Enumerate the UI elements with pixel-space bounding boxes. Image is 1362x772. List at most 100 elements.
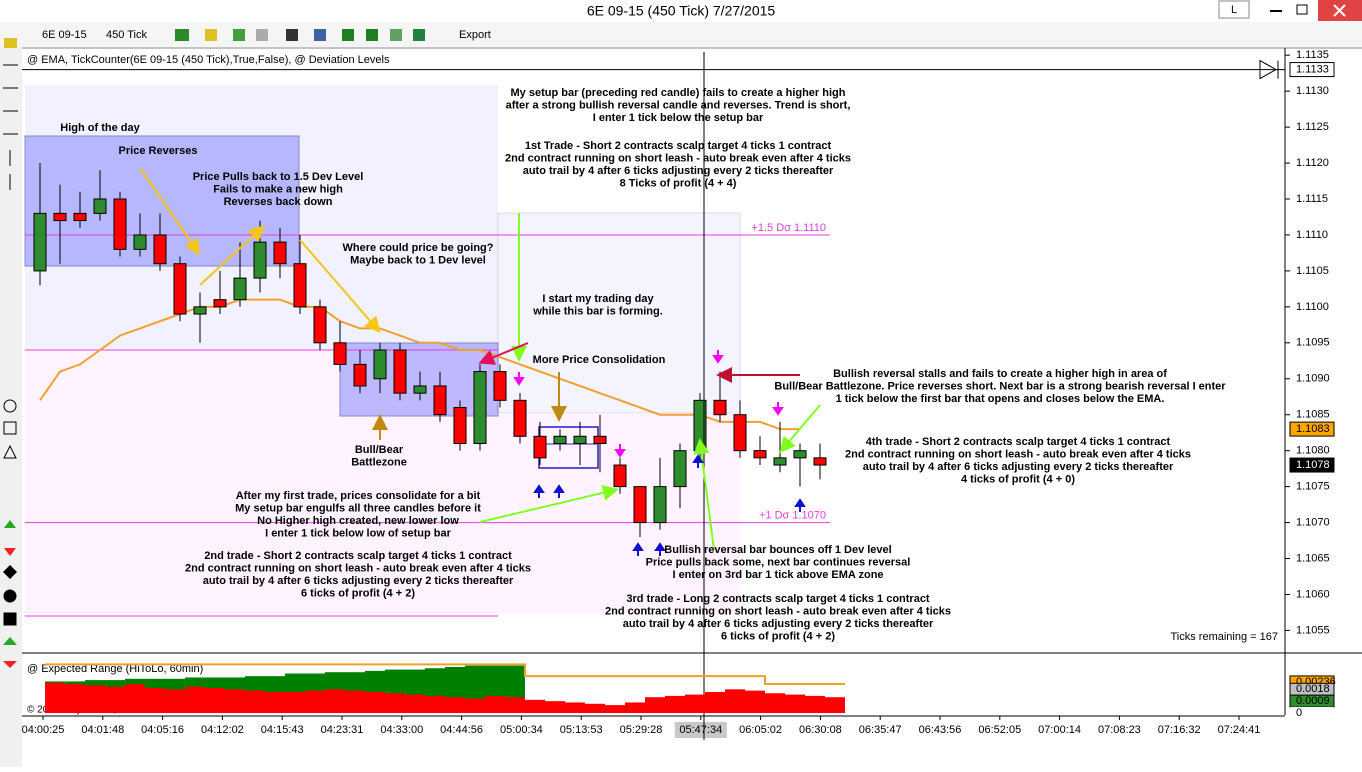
- annotation-arrow: [479, 484, 619, 523]
- lower-title: @ Expected Range (HiToLo, 60min): [27, 663, 203, 675]
- annotation: Reverses back down: [224, 196, 333, 208]
- candle-body: [653, 486, 667, 524]
- candle-body: [233, 277, 247, 301]
- candle-body: [73, 212, 87, 222]
- range-bar-red: [385, 693, 405, 713]
- candle-body: [333, 342, 347, 365]
- annotation: auto trail by 4 after 6 ticks adjusting …: [203, 575, 514, 587]
- range-bar-red: [345, 690, 365, 713]
- candle-body: [553, 435, 567, 444]
- x-tick-label: 06:43:56: [919, 724, 962, 736]
- annotation: 2nd contract running on short leash - au…: [845, 448, 1191, 460]
- range-bar-red: [805, 695, 825, 713]
- entry-marker: [553, 484, 565, 498]
- annotation: I enter 1 tick below low of setup bar: [265, 527, 452, 539]
- price-marker: [1289, 421, 1335, 437]
- annotation: 4 ticks of profit (4 + 0): [961, 473, 1075, 485]
- y-tick-label: 1.1080: [1296, 445, 1330, 457]
- restore[interactable]: [1296, 4, 1308, 15]
- range-bar-red: [405, 694, 425, 713]
- y-tick-label: 1.1135: [1296, 49, 1329, 61]
- price-marker-label: 1.1133: [1296, 63, 1329, 75]
- y-tick-label: 1.1075: [1296, 481, 1330, 493]
- range-bar-red: [45, 682, 65, 713]
- range-bar-red: [305, 690, 325, 713]
- toolbar-icons: [175, 29, 425, 41]
- x-tick-label: 04:12:02: [201, 724, 244, 736]
- expected-range-line: [45, 663, 845, 686]
- annotation: Battlezone: [351, 456, 407, 468]
- annotation: Where could price be going?: [343, 242, 494, 254]
- y-tick-label: 1.1100: [1296, 301, 1329, 313]
- export[interactable]: Export: [459, 29, 491, 41]
- x-tick-label: 06:35:47: [859, 724, 902, 736]
- annotation: 2nd trade - Short 2 contracts scalp targ…: [204, 550, 512, 562]
- y-tick-label: 1.1085: [1296, 409, 1330, 421]
- y-tick-label: 1.1055: [1296, 624, 1330, 636]
- close-icon: [1333, 4, 1346, 17]
- annotation: 2nd contract running on short leash - au…: [605, 605, 951, 617]
- annotation: Bull/Bear Battlezone. Price reverses sho…: [774, 380, 1226, 392]
- range-bar-red: [125, 684, 145, 713]
- range-bar-red: [745, 690, 765, 713]
- candle-body: [793, 450, 807, 459]
- x-tick-label: 07:08:23: [1098, 724, 1141, 736]
- x-tick-label: 07:24:41: [1218, 724, 1261, 736]
- y-tick-label: 1.1090: [1296, 373, 1330, 385]
- x-tick-label: 04:15:43: [261, 724, 304, 736]
- candle-body: [473, 371, 487, 444]
- range-bar-red: [165, 689, 185, 713]
- link-button[interactable]: [1218, 0, 1250, 19]
- x-tick-label: 06:52:05: [978, 724, 1021, 736]
- lower-marker-label: 0.0018: [1296, 683, 1330, 695]
- x-tick-label: 04:01:48: [81, 724, 124, 736]
- crosshair-marker: [1259, 59, 1279, 80]
- annotation-arrow: [299, 239, 381, 334]
- candle-body: [33, 212, 47, 272]
- annotation: 3rd trade - Long 2 contracts scalp targe…: [626, 593, 930, 605]
- entry-marker: [632, 542, 644, 556]
- entry-marker: [794, 498, 806, 512]
- deviation-label: +1.5 Dσ 1.1110: [751, 222, 826, 234]
- annotation: Fails to make a new high: [213, 183, 343, 195]
- window-title: 6E 09-15 (450 Tick) 7/27/2015: [587, 3, 776, 19]
- range-bar-red: [725, 689, 745, 713]
- annotation: 6 ticks of profit (4 + 2): [301, 587, 415, 599]
- crosshair-time-bg: [674, 722, 727, 738]
- interval[interactable]: 450 Tick: [106, 29, 147, 41]
- range-bar-red: [65, 684, 85, 713]
- price-marker-label: 1.1078: [1296, 459, 1330, 471]
- candle-body: [353, 363, 367, 387]
- drawing-tools: [3, 38, 18, 668]
- annotation: After my first trade, prices consolidate…: [236, 490, 481, 502]
- x-tick-label: 04:44:56: [440, 724, 483, 736]
- x-tick-label: 05:00:34: [500, 724, 543, 736]
- candle-body: [93, 198, 107, 214]
- candle-body: [493, 371, 507, 401]
- instrument[interactable]: 6E 09-15: [42, 29, 87, 41]
- annotation: 2nd contract running on short leash - au…: [185, 562, 531, 574]
- range-bar-red: [225, 689, 245, 713]
- annotation: auto trail by 4 after 6 ticks adjusting …: [863, 461, 1174, 473]
- candle-body: [213, 299, 227, 308]
- range-bar-red: [685, 694, 705, 713]
- annotation: I start my trading day: [542, 293, 654, 305]
- indicator-label: @ EMA, TickCounter(6E 09-15 (450 Tick),T…: [27, 54, 390, 66]
- annotation: Bullish reversal stalls and fails to cre…: [833, 368, 1167, 380]
- annotation-arrow: [779, 404, 821, 454]
- annotation-arrow: [478, 342, 529, 365]
- annotation: I enter on 3rd bar 1 tick above EMA zone: [672, 569, 883, 581]
- annotation-arrow: [693, 438, 715, 551]
- candle-body: [593, 435, 607, 444]
- annotation: 2nd contract running on short leash - au…: [505, 152, 851, 164]
- price-marker: [1289, 62, 1335, 78]
- y-tick-label: 1.1060: [1296, 588, 1330, 600]
- candle-body: [633, 486, 647, 524]
- range-bar-red: [565, 702, 585, 713]
- x-tick-label: 06:30:08: [799, 724, 842, 736]
- candle-body: [813, 457, 827, 466]
- candle-body: [153, 234, 167, 265]
- x-tick-label: 04:05:16: [141, 724, 184, 736]
- entry-marker: [654, 542, 666, 556]
- annotation: Price pulls back some, next bar continue…: [646, 556, 911, 568]
